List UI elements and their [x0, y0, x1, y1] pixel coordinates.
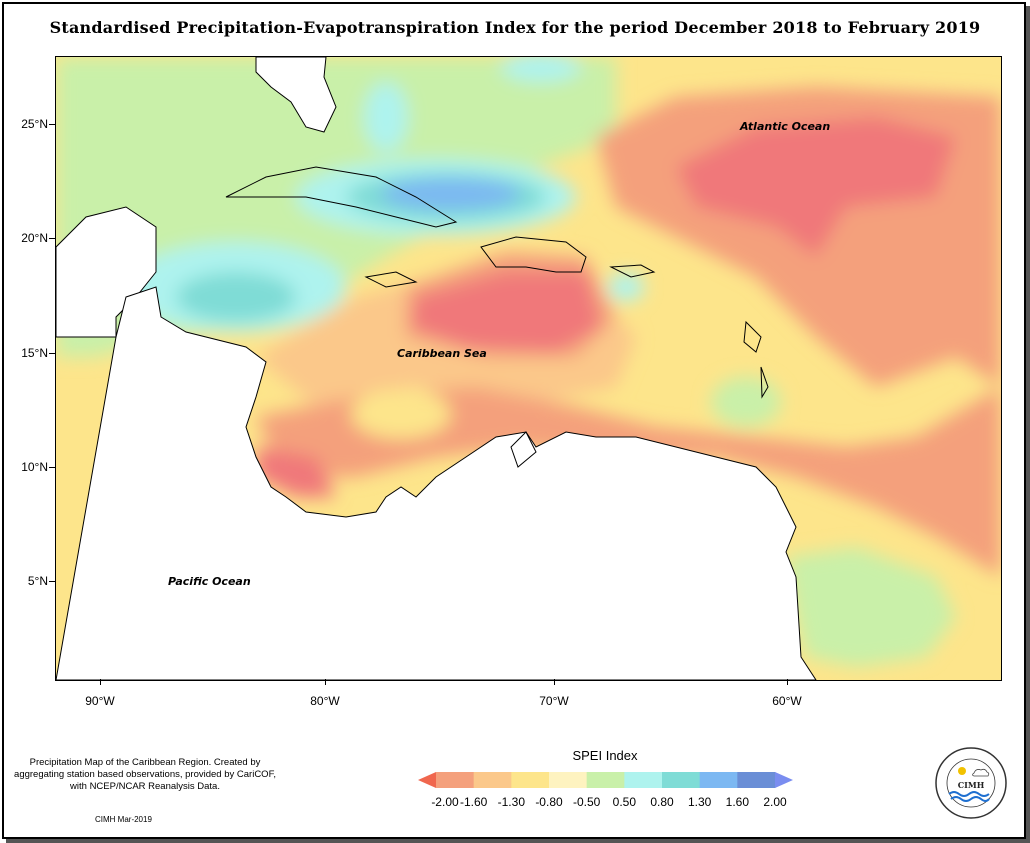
y-tickmark: [49, 467, 55, 468]
legend-label: 0.80: [650, 795, 674, 809]
credit-note: CIMH Mar-2019: [95, 815, 152, 824]
legend-label: 0.50: [612, 795, 636, 809]
legend-swatch: [699, 772, 738, 788]
description-note: Precipitation Map of the Caribbean Regio…: [14, 757, 276, 792]
x-tick-80w: 80°W: [310, 694, 340, 708]
wave-icon: [948, 791, 990, 802]
legend-label: 2.00: [763, 795, 787, 809]
legend-label: 1.30: [687, 795, 712, 809]
caribbean-sea-label: Caribbean Sea: [397, 347, 487, 360]
atlantic-ocean-label: Atlantic Ocean: [740, 120, 831, 133]
y-tick-15n: 15°N: [21, 346, 48, 360]
legend-label: -1.60: [459, 795, 488, 809]
legend-swatch: [436, 772, 475, 788]
legend-label: -2.00: [431, 795, 459, 809]
logo-text: CIMH: [958, 780, 985, 790]
legend-title: SPEI Index: [572, 748, 638, 763]
y-tickmark: [49, 124, 55, 125]
y-tick-5n: 5°N: [27, 574, 48, 588]
legend-label: -0.80: [535, 795, 563, 809]
pacific-ocean-label: Pacific Ocean: [168, 575, 251, 588]
spei-field: [56, 57, 1001, 680]
x-tickmark: [100, 679, 101, 685]
legend-colorbar: [418, 772, 793, 788]
legend-swatch: [511, 772, 550, 788]
y-tickmark: [49, 238, 55, 239]
legend-swatch: [586, 772, 625, 788]
legend-swatch: [549, 772, 588, 788]
y-tick-25n: 25°N: [21, 117, 48, 131]
cimh-logo: CIMH: [935, 747, 1007, 819]
legend-label: 1.60: [725, 795, 749, 809]
legend-swatch: [737, 772, 776, 788]
legend-swatch-high: [775, 772, 793, 788]
spei-map: [55, 56, 1002, 681]
x-tickmark: [325, 679, 326, 685]
y-tickmark: [49, 353, 55, 354]
cloud-icon: [972, 768, 990, 777]
y-tickmark: [49, 581, 55, 582]
legend-swatch-low: [418, 772, 436, 788]
x-tickmark: [554, 679, 555, 685]
x-tick-60w: 60°W: [772, 694, 802, 708]
x-tick-70w: 70°W: [539, 694, 569, 708]
legend-swatch: [473, 772, 512, 788]
sun-icon: [958, 767, 966, 775]
legend-label: -0.50: [572, 795, 601, 809]
y-tick-20n: 20°N: [21, 231, 48, 245]
x-tick-90w: 90°W: [85, 694, 115, 708]
legend-swatch: [624, 772, 663, 788]
map-title: Standardised Precipitation-Evapotranspir…: [49, 18, 981, 37]
legend-label: -1.30: [497, 795, 525, 809]
legend-swatch: [662, 772, 701, 788]
y-tick-10n: 10°N: [21, 460, 48, 474]
x-tickmark: [787, 679, 788, 685]
